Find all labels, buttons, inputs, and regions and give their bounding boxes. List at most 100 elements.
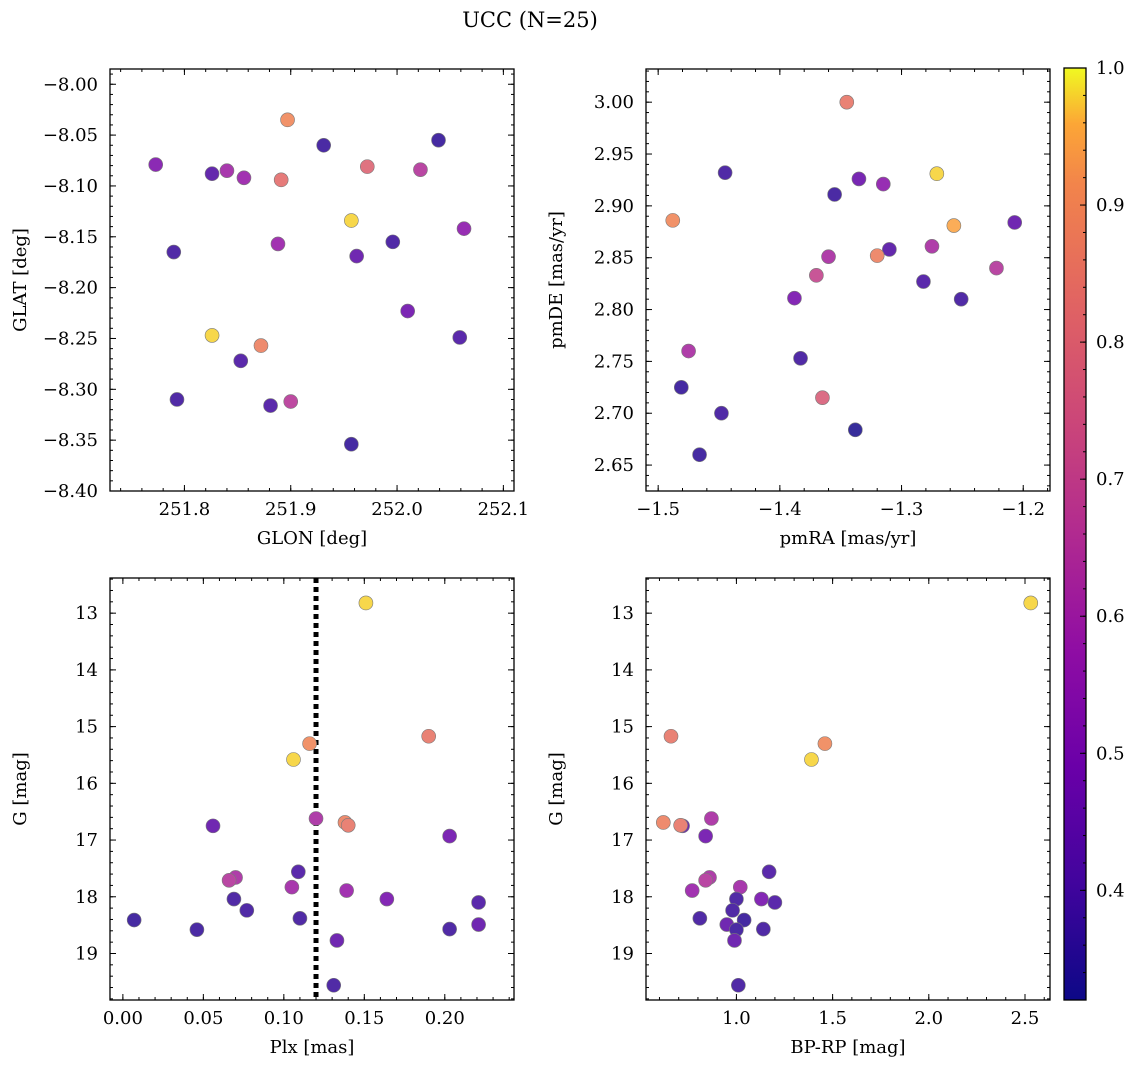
data-point (204, 166, 220, 182)
data-point (344, 213, 359, 228)
data-point (219, 163, 235, 178)
data-point (692, 447, 707, 463)
data-point (809, 268, 824, 283)
axes-frame (109, 68, 515, 492)
panel-lon-lat: 251.8 251.9 252.0 252.1 −8.40 −8.35 −8.30 −8.25… (10, 68, 530, 549)
data-point (681, 343, 696, 359)
y-tick-label: 2.85 (594, 248, 634, 269)
y-tick-label: −8.35 (43, 430, 98, 451)
data-point (869, 248, 885, 263)
data-point (727, 933, 742, 948)
data-point (989, 260, 1004, 276)
data-point (817, 736, 833, 751)
data-point (169, 392, 185, 407)
panel-plx-g: 0.00 0.05 0.10 0.15 0.20 13 14 15 16 17 18 19 Plx [m… (10, 577, 515, 1058)
y-tick-label: 18 (611, 887, 634, 908)
y-tick-label: 14 (611, 660, 634, 681)
colorbar-tick-label: 0.9 (1096, 195, 1125, 216)
data-point (442, 828, 457, 844)
data-point (233, 353, 249, 369)
colorbar-tick-label: 0.8 (1096, 332, 1125, 353)
data-point (189, 922, 205, 937)
data-point (848, 422, 863, 438)
data-point (663, 728, 679, 744)
data-point (736, 912, 752, 928)
data-point (421, 728, 436, 744)
x-tick-label: 1.5 (818, 1008, 847, 1029)
data-point (239, 903, 255, 918)
data-point (656, 815, 671, 830)
x-tick-label: 1.0 (722, 1008, 751, 1029)
x-axis-label: GLON [deg] (257, 528, 367, 549)
y-tick-label: 19 (611, 943, 634, 964)
y-axis-label: G [mag] (546, 752, 567, 825)
data-point (924, 239, 940, 254)
data-point (204, 328, 220, 343)
data-point (471, 917, 486, 932)
data-point (166, 244, 182, 260)
data-point (302, 736, 317, 751)
data-point (793, 350, 808, 366)
figure-title: UCC (N=25) (462, 8, 598, 32)
y-tick-label: −8.20 (43, 278, 98, 299)
colorbar-tick-label: 0.5 (1096, 743, 1125, 764)
data-point (326, 977, 342, 993)
data-point (787, 290, 802, 306)
data-point (205, 818, 221, 834)
colorbar-tick-label: 0.4 (1096, 880, 1125, 901)
data-point (253, 338, 269, 353)
x-tick-label: 2.0 (914, 1008, 943, 1029)
axes-frame (645, 68, 1051, 492)
data-point (359, 159, 375, 174)
x-tick-label: 252.1 (478, 499, 530, 520)
data-point (756, 921, 771, 937)
data-point (385, 234, 401, 250)
colorbar-tick-label: 1.0 (1096, 58, 1125, 79)
data-point (673, 380, 689, 395)
x-tick-label: 2.5 (1011, 1008, 1040, 1029)
x-tick-label: 251.8 (159, 499, 211, 520)
data-point (221, 873, 237, 888)
data-point (284, 879, 300, 895)
data-point (684, 883, 700, 898)
data-point (400, 303, 415, 319)
y-tick-label: −8.40 (43, 481, 98, 502)
data-point (339, 883, 354, 898)
data-point (273, 172, 289, 188)
data-point (714, 405, 729, 421)
data-point (815, 390, 830, 405)
data-point (329, 933, 345, 948)
y-tick-label: −8.15 (43, 227, 98, 248)
data-point (292, 911, 308, 926)
data-point (665, 213, 681, 228)
y-tick-label: 13 (75, 603, 98, 624)
data-point (804, 752, 819, 767)
data-point (286, 752, 301, 767)
x-tick-label: 251.9 (265, 499, 317, 520)
panels: 251.8 251.9 252.0 252.1 −8.40 −8.35 −8.30 −8.25… (10, 68, 1051, 1058)
data-point (1023, 595, 1039, 611)
y-tick-label: 13 (611, 603, 634, 624)
y-tick-label: −8.05 (43, 125, 98, 146)
x-axis-label: pmRA [mas/yr] (780, 528, 917, 549)
data-point (452, 330, 468, 345)
y-tick-label: 15 (75, 717, 98, 738)
data-point (263, 398, 278, 413)
data-point (358, 595, 374, 611)
data-point (692, 911, 708, 926)
y-axis-label: pmDE [mas/yr] (546, 211, 567, 349)
data-point (839, 94, 855, 110)
y-axis-label: G [mag] (10, 752, 31, 825)
x-tick-label: 0.00 (103, 1008, 143, 1029)
data-point (731, 977, 746, 993)
x-axis-label: Plx [mas] (270, 1037, 355, 1058)
data-point (340, 818, 356, 833)
colorbar-tick-label: 0.7 (1096, 469, 1125, 490)
data-point (291, 864, 306, 880)
data-point (316, 137, 331, 153)
data-point (821, 249, 836, 264)
panel-color-g: 1.0 1.5 2.0 2.5 13 14 15 16 17 18 19 BP-RP [mag] G [… (546, 577, 1051, 1058)
y-tick-label: 18 (75, 887, 98, 908)
data-point (236, 170, 252, 186)
y-tick-label: −8.00 (43, 74, 98, 95)
